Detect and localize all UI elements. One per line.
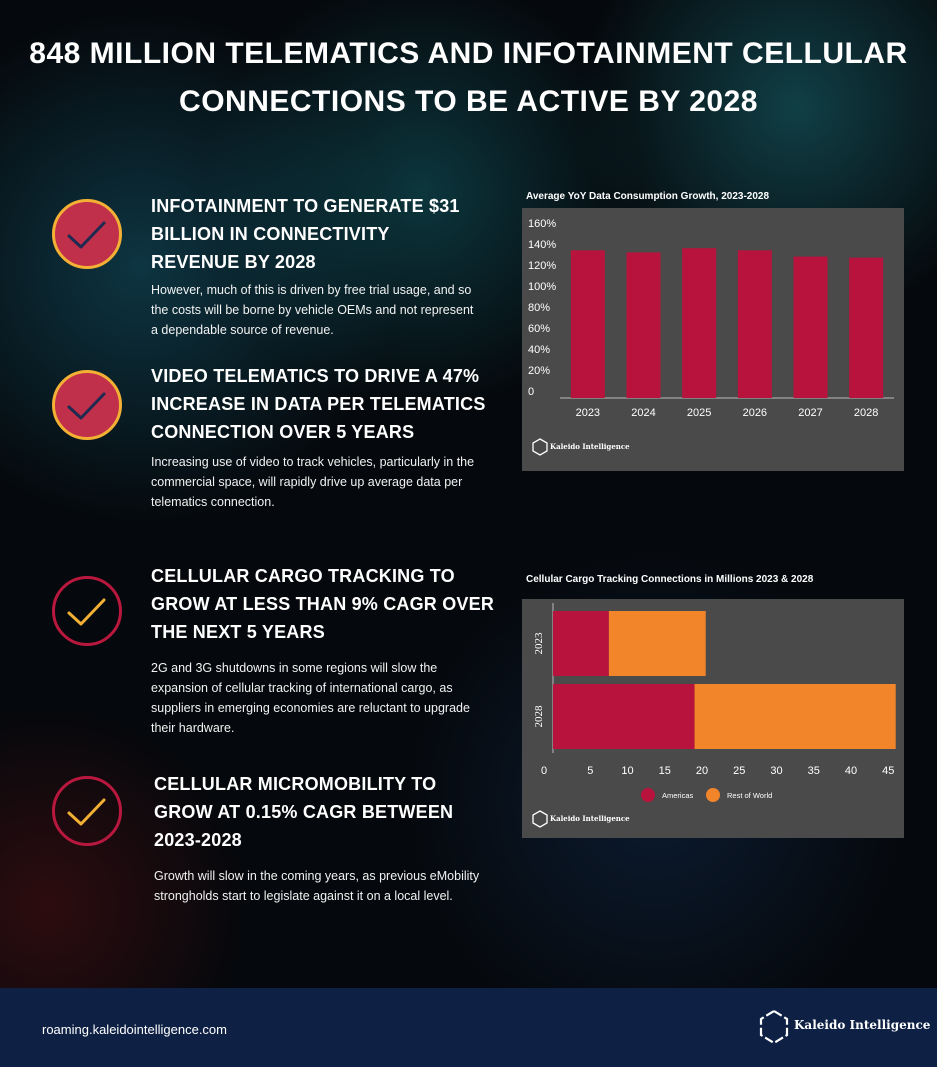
y-tick-label: 0 <box>528 386 534 398</box>
x-tick-label: 35 <box>808 765 820 777</box>
x-tick-label: 2024 <box>631 407 655 419</box>
chart-title: Cellular Cargo Tracking Connections in M… <box>526 574 814 585</box>
y-tick-label: 140% <box>528 239 556 251</box>
legend-marker <box>706 788 720 802</box>
footer: roaming.kaleidointelligence.com Kaleido … <box>0 988 937 1067</box>
x-tick-label: 0 <box>541 765 547 777</box>
x-tick-label: 10 <box>621 765 633 777</box>
y-tick-label: 100% <box>528 281 556 293</box>
x-tick-label: 5 <box>587 765 593 777</box>
section-heading: CELLULAR CARGO TRACKING TO GROW AT LESS … <box>151 566 495 642</box>
chart-title: Average YoY Data Consumption Growth, 202… <box>526 191 770 202</box>
x-tick-label: 45 <box>882 765 894 777</box>
y-tick-label: 60% <box>528 323 550 335</box>
chart-logo-text: Kaleido Intelligence <box>550 442 630 451</box>
y-tick-label: 160% <box>528 218 556 230</box>
x-tick-label: 2028 <box>854 407 878 419</box>
bar <box>626 252 661 398</box>
legend-label: Rest of World <box>727 791 772 800</box>
chart-cargo-panel: 2023 2028 0 5 10 15 20 25 30 35 40 45 Americas Rest o… <box>522 599 904 838</box>
chart-logo-text: Kaleido Intelligence <box>550 814 630 823</box>
checkmark-icon <box>52 776 122 846</box>
x-tick-label: 40 <box>845 765 857 777</box>
y-tick-label: 40% <box>528 344 550 356</box>
x-tick-label: 25 <box>733 765 745 777</box>
y-tick-label: 120% <box>528 260 556 272</box>
section-body: Increasing use of video to track vehicle… <box>151 455 475 509</box>
checkmark-icon <box>52 370 122 440</box>
bar <box>570 250 605 398</box>
y-tick-label: 80% <box>528 302 550 314</box>
bar-segment <box>694 684 896 749</box>
checkmark-icon <box>52 576 122 646</box>
chart-cargo: 2023 2028 0 5 10 15 20 25 30 35 40 45 Americas Rest o… <box>533 603 896 802</box>
x-tick-label: 15 <box>659 765 671 777</box>
chart-growth-panel: 160% 140% 120% 100% 80% 60% 40% 20% 0 2023 2024 202… <box>522 208 904 471</box>
footer-logo-text: Kaleido Intelligence <box>794 1018 931 1032</box>
page-title: 848 MILLION TELEMATICS AND INFOTAINMENT … <box>29 37 908 118</box>
legend-marker <box>641 788 655 802</box>
bar <box>737 250 772 398</box>
y-tick-label: 2023 <box>533 632 545 655</box>
bar-segment <box>553 611 609 676</box>
hexagon-logo-icon <box>759 1009 789 1045</box>
x-tick-label: 2026 <box>743 407 767 419</box>
section-heading: VIDEO TELEMATICS TO DRIVE A 47% INCREASE… <box>151 366 486 442</box>
section-body: Growth will slow in the coming years, as… <box>154 869 480 903</box>
x-tick-label: 30 <box>770 765 782 777</box>
bar <box>793 256 828 398</box>
x-tick-label: 20 <box>696 765 708 777</box>
x-tick-label: 2027 <box>798 407 822 419</box>
section-body: 2G and 3G shutdowns in some regions will… <box>151 661 470 735</box>
section-heading: CELLULAR MICROMOBILITY TO GROW AT 0.15% … <box>154 774 454 850</box>
footer-url-link[interactable]: roaming.kaleidointelligence.com <box>42 1022 227 1037</box>
bar <box>849 257 884 398</box>
y-tick-label: 2028 <box>533 705 545 728</box>
chart-logo: Kaleido Intelligence <box>532 810 642 830</box>
chart-growth: 160% 140% 120% 100% 80% 60% 40% 20% 0 2023 2024 202… <box>528 218 894 419</box>
bar <box>682 248 717 398</box>
section-heading: INFOTAINMENT TO GENERATE $31 BILLION IN … <box>151 196 460 272</box>
bar-segment <box>608 611 706 676</box>
x-tick-label: 2023 <box>576 407 600 419</box>
legend-label: Americas <box>662 791 694 800</box>
checkmark-icon <box>52 199 122 269</box>
y-tick-label: 20% <box>528 365 550 377</box>
x-tick-label: 2025 <box>687 407 711 419</box>
section-body: However, much of this is driven by free … <box>151 283 474 337</box>
footer-logo: Kaleido Intelligence <box>758 1006 931 1050</box>
bar-segment <box>553 684 695 749</box>
chart-logo: Kaleido Intelligence <box>532 438 642 458</box>
